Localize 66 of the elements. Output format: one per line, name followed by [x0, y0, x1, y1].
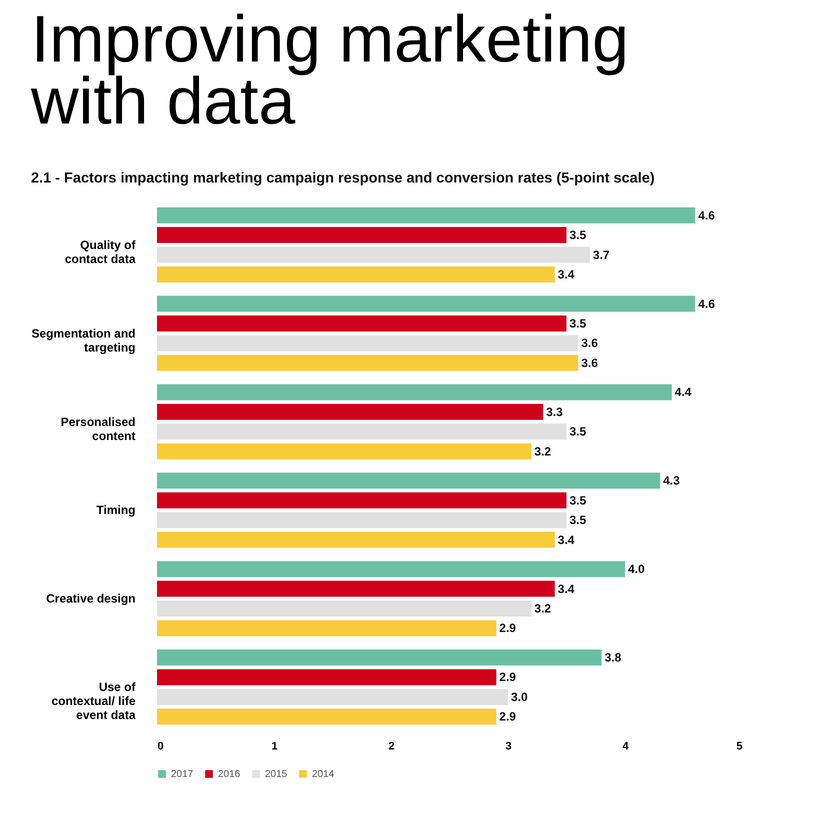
- legend-label: 2016: [218, 769, 241, 780]
- data-label: 3.4: [558, 532, 575, 547]
- data-label: 3.4: [558, 582, 575, 596]
- data-label: 3.5: [570, 316, 587, 330]
- bar: [157, 512, 566, 528]
- legend-label: 2015: [265, 769, 288, 780]
- bar: [157, 708, 496, 725]
- x-tick-label: 1: [271, 740, 278, 752]
- data-label: 3.3: [546, 404, 564, 419]
- bar: [157, 404, 544, 420]
- bar: [157, 424, 566, 440]
- data-label: 3.5: [570, 493, 587, 508]
- chart-subtitle: 2.1 - Factors impacting marketing campaign response and conversion rates (5-point scale): [30, 170, 655, 186]
- y-tick-label: Personalised content: [60, 414, 136, 443]
- bar: [157, 207, 696, 224]
- data-label: 4.3: [663, 474, 680, 488]
- bar: [157, 354, 578, 371]
- data-label: 2.9: [499, 621, 516, 636]
- x-tick-label: 0: [158, 740, 164, 752]
- y-tick-label: Use of contextual/ life event data: [51, 680, 136, 722]
- data-label: 3.5: [570, 424, 587, 439]
- bar: [157, 650, 602, 666]
- data-label: 3.5: [570, 513, 587, 528]
- y-tick-label: Timing: [96, 503, 136, 518]
- bar: [157, 227, 566, 244]
- x-tick-label: 3: [505, 740, 512, 752]
- bar: [157, 620, 496, 636]
- bar: [157, 246, 590, 263]
- data-label: 3.2: [534, 602, 552, 616]
- data-label: 4.4: [674, 385, 692, 400]
- bar: [157, 472, 660, 489]
- y-tick-label: Creative design: [46, 592, 136, 606]
- bar: [157, 443, 532, 460]
- data-label: 4.0: [628, 562, 646, 576]
- bar: [157, 492, 566, 508]
- data-label: 3.5: [570, 228, 587, 242]
- data-label: 4.6: [698, 296, 716, 311]
- bar: [157, 384, 672, 400]
- bar: [157, 266, 555, 282]
- legend-label: 2017: [171, 769, 194, 780]
- data-label: 2.9: [499, 670, 516, 684]
- bar: [157, 315, 566, 332]
- y-tick-label: Segmentation and targeting: [31, 326, 136, 354]
- data-label: 4.6: [698, 208, 716, 222]
- data-label: 3.7: [592, 248, 610, 262]
- data-label: 3.2: [534, 444, 552, 458]
- data-label: 2.9: [499, 710, 516, 724]
- bar: [157, 335, 578, 352]
- data-label: 3.0: [511, 690, 528, 704]
- x-tick-label: 2: [388, 740, 395, 752]
- data-label: 3.8: [604, 650, 622, 665]
- bar: [157, 561, 625, 578]
- bar: [157, 580, 555, 597]
- x-tick-label: 4: [622, 740, 630, 752]
- y-tick-label: Quality of contact data: [64, 238, 136, 266]
- legend-label: 2014: [312, 769, 335, 780]
- data-label: 3.6: [581, 356, 598, 370]
- bar: [157, 296, 696, 312]
- bar: [157, 688, 508, 705]
- chart-title: Improving marketing with data: [30, 2, 629, 138]
- bar: [157, 600, 532, 617]
- data-label: 3.4: [558, 267, 575, 282]
- bar: [157, 669, 496, 686]
- x-tick-label: 5: [736, 740, 742, 752]
- data-label: 3.6: [581, 336, 598, 350]
- bar: [157, 532, 555, 548]
